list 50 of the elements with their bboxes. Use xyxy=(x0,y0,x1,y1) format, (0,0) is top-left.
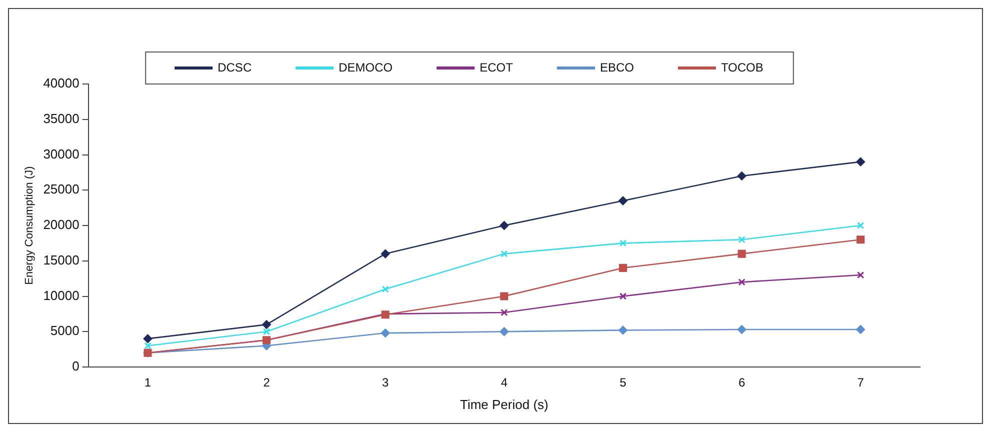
point xyxy=(618,264,628,272)
y-tick-label: 15000 xyxy=(43,252,80,268)
point xyxy=(500,221,509,230)
y-tick-label: 25000 xyxy=(43,182,80,197)
point xyxy=(500,308,508,316)
point xyxy=(143,334,152,344)
point xyxy=(737,171,746,180)
x-axis-title: Time Period (s) xyxy=(460,396,548,412)
point xyxy=(856,157,866,166)
y-tick-label: 10000 xyxy=(43,288,80,303)
y-axis-title: Energy Consumption (J) xyxy=(24,166,36,285)
y-tick-label: 35000 xyxy=(43,110,80,126)
point xyxy=(262,328,270,336)
x-tick-label: 5 xyxy=(620,376,627,390)
x-tick-label: 7 xyxy=(857,376,864,390)
point xyxy=(380,328,390,338)
x-tick-label: 1 xyxy=(144,376,152,390)
point xyxy=(380,249,390,258)
point xyxy=(500,327,509,336)
point xyxy=(500,250,508,258)
point xyxy=(619,240,627,247)
point xyxy=(618,326,628,335)
point xyxy=(262,320,272,330)
point xyxy=(144,342,152,350)
legend-label: EBCO xyxy=(600,60,634,74)
point xyxy=(856,325,866,334)
legend-label: DEMOCO xyxy=(338,60,393,74)
point xyxy=(618,196,628,206)
point xyxy=(738,236,746,244)
x-tick-label: 6 xyxy=(738,376,746,390)
y-tick-label: 20000 xyxy=(43,217,80,232)
legend-label: ECOT xyxy=(480,60,514,74)
y-tick-label: 5000 xyxy=(50,323,80,338)
point xyxy=(500,292,508,300)
point xyxy=(857,271,864,279)
point xyxy=(382,286,389,293)
point xyxy=(738,250,746,258)
y-tick-label: 40000 xyxy=(43,76,80,91)
x-tick-label: 2 xyxy=(263,376,270,390)
y-tick-label: 30000 xyxy=(43,146,80,162)
point xyxy=(619,292,627,300)
point xyxy=(857,222,864,230)
legend-label: TOCOB xyxy=(720,60,764,74)
point xyxy=(856,236,865,244)
y-tick-label: 0 xyxy=(72,358,80,374)
point xyxy=(737,325,746,334)
x-tick-label: 4 xyxy=(500,376,508,390)
x-tick-label: 3 xyxy=(382,376,390,390)
point xyxy=(738,278,746,286)
legend-label: DCSC xyxy=(218,60,252,74)
